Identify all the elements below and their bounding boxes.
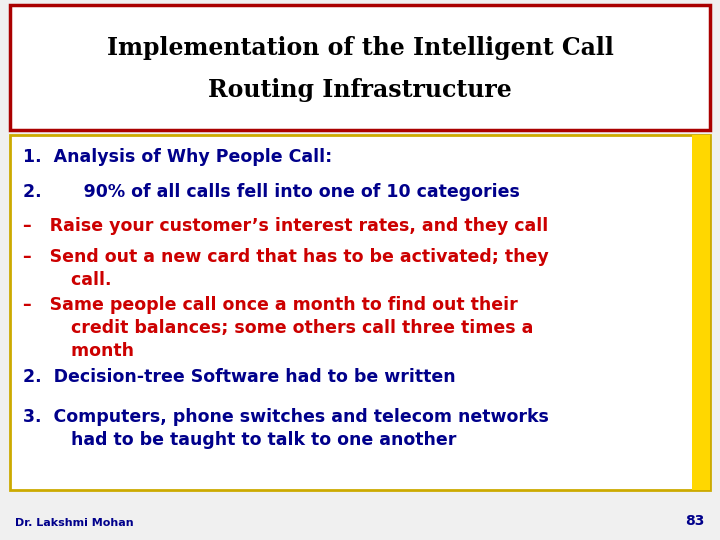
- Text: –   Same people call once a month to find out their
        credit balances; som: – Same people call once a month to find …: [23, 296, 534, 360]
- Bar: [692, 135, 710, 490]
- Text: –   Raise your customer’s interest rates, and they call: – Raise your customer’s interest rates, …: [23, 217, 548, 235]
- Text: 3.  Computers, phone switches and telecom networks
        had to be taught to t: 3. Computers, phone switches and telecom…: [23, 408, 549, 449]
- Text: 83: 83: [685, 514, 705, 528]
- Text: –   Send out a new card that has to be activated; they
        call.: – Send out a new card that has to be act…: [23, 248, 549, 289]
- Bar: [10, 5, 710, 130]
- Text: 2.       90% of all calls fell into one of 10 categories: 2. 90% of all calls fell into one of 10 …: [23, 183, 520, 201]
- Text: 2.  Decision-tree Software had to be written: 2. Decision-tree Software had to be writ…: [23, 368, 456, 386]
- Text: 1.  Analysis of Why People Call:: 1. Analysis of Why People Call:: [23, 148, 332, 166]
- Text: Routing Infrastructure: Routing Infrastructure: [208, 78, 512, 102]
- Text: Dr. Lakshmi Mohan: Dr. Lakshmi Mohan: [15, 518, 134, 528]
- Bar: [10, 135, 710, 490]
- Text: Implementation of the Intelligent Call: Implementation of the Intelligent Call: [107, 36, 613, 59]
